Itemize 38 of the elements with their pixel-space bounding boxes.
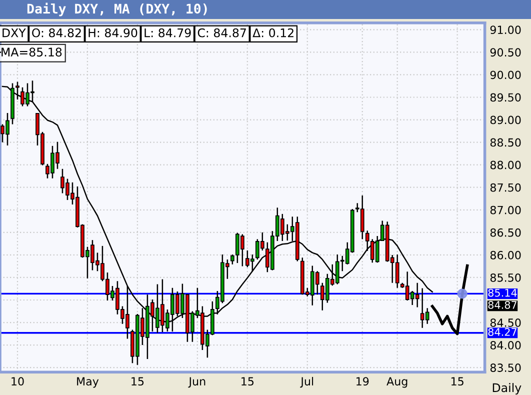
annotation: H: 84.90: [88, 28, 138, 38]
y-tick-label: 89.50: [490, 93, 521, 102]
y-tick-label: 87.00: [490, 206, 521, 214]
y-tick-label: 87.50: [490, 183, 521, 192]
y-tick-label: 83.50: [490, 364, 521, 372]
x-tick-label: Jul: [300, 376, 314, 388]
y-tick-label: 88.00: [490, 160, 521, 170]
y-tick-label: 88.50: [490, 138, 521, 147]
y-tick-label: 90.50: [490, 48, 521, 57]
y-tick-label: 86.50: [490, 228, 521, 237]
annotation: Δ: 0.12: [252, 28, 294, 38]
ref-line-label: 84.27: [488, 328, 517, 336]
x-axis-title: Daily: [492, 383, 522, 394]
y-tick-label: 89.00: [490, 116, 521, 124]
x-tick-label: 15: [132, 377, 144, 386]
x-tick-label: 15: [451, 377, 464, 386]
x-tick-label: 15: [242, 377, 254, 386]
x-tick-label: Jun: [188, 377, 206, 388]
x-tick-label: Aug: [386, 377, 408, 388]
candlestick: [230, 254, 234, 266]
y-tick-label: 84.00: [490, 341, 521, 350]
y-tick-label: 84.50: [490, 318, 521, 327]
y-tick-label: 85.50: [490, 273, 521, 282]
annotation: L: 84.79: [144, 28, 191, 38]
x-tick-label: 19: [356, 377, 369, 386]
y-tick-label: 86.00: [490, 250, 521, 260]
y-tick-label: 90.00: [490, 70, 521, 80]
line-series: [430, 264, 469, 336]
legend-label: MA=85.18: [2, 48, 62, 57]
annotation: O: 84.82: [32, 28, 81, 38]
y-tick-label: 91.00: [490, 26, 521, 34]
chart-title: Daily DXY, MA (DXY, 10): [27, 2, 207, 16]
annotation: C: 84.87: [198, 28, 246, 38]
x-tick-label: May: [77, 377, 99, 388]
annotation: DXY: [2, 28, 26, 38]
ref-line-label: 85.14: [488, 288, 517, 297]
x-tick-label: 10: [12, 377, 24, 386]
annotation: 84.87: [488, 301, 517, 309]
